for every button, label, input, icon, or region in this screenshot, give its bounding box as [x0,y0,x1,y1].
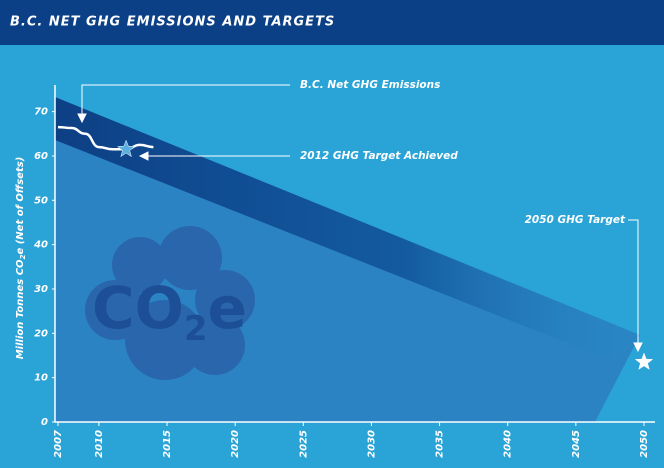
decor-band [55,97,640,362]
y-tick-label: 30 [34,284,48,295]
y-tick-label: 10 [34,373,48,384]
annotation: 2012 GHG Target Achieved [300,150,458,162]
y-tick-label: 60 [34,151,48,162]
y-label-sub: 2 [19,254,27,259]
y-tick-label: 40 [33,240,48,251]
y-tick-label: 0 [41,417,48,428]
x-tick-label: 2010 [94,430,105,458]
x-tick-label: 2045 [571,430,582,458]
chart-title: B.C. NET GHG EMISSIONS AND TARGETS [10,15,335,30]
annotation: B.C. Net GHG Emissions [300,79,440,91]
x-tick-label: 2020 [230,430,241,458]
logo-sub: 2 [184,309,208,349]
y-tick-label: 70 [34,107,48,118]
logo-text: CO [92,274,184,342]
target-star [116,139,136,158]
x-tick-label: 2050 [639,430,650,458]
annotation-lines [77,84,643,353]
y-label-part: e (Net of Offsets) [15,157,26,255]
x-tick-label: 2025 [298,430,309,458]
target-star [634,352,654,370]
x-tick-label: 2007 [53,430,64,458]
y-tick-label: 50 [34,195,48,206]
x-tick-label: 2035 [435,430,446,458]
x-tick-label: 2040 [503,430,514,458]
y-label-part: Million Tonnes CO [15,259,26,359]
annotation: 2050 GHG Target [525,214,626,226]
x-tick-label: 2015 [162,430,173,458]
y-tick-label: 20 [34,328,48,339]
logo: CO2e [92,274,247,348]
header [0,0,664,45]
logo-text: e [208,274,247,342]
cloud [85,226,255,380]
emissions-line [57,125,154,151]
y-axis-label: Million Tonnes CO2e (Net of Offsets) [15,157,27,360]
x-tick-label: 2030 [366,430,377,458]
